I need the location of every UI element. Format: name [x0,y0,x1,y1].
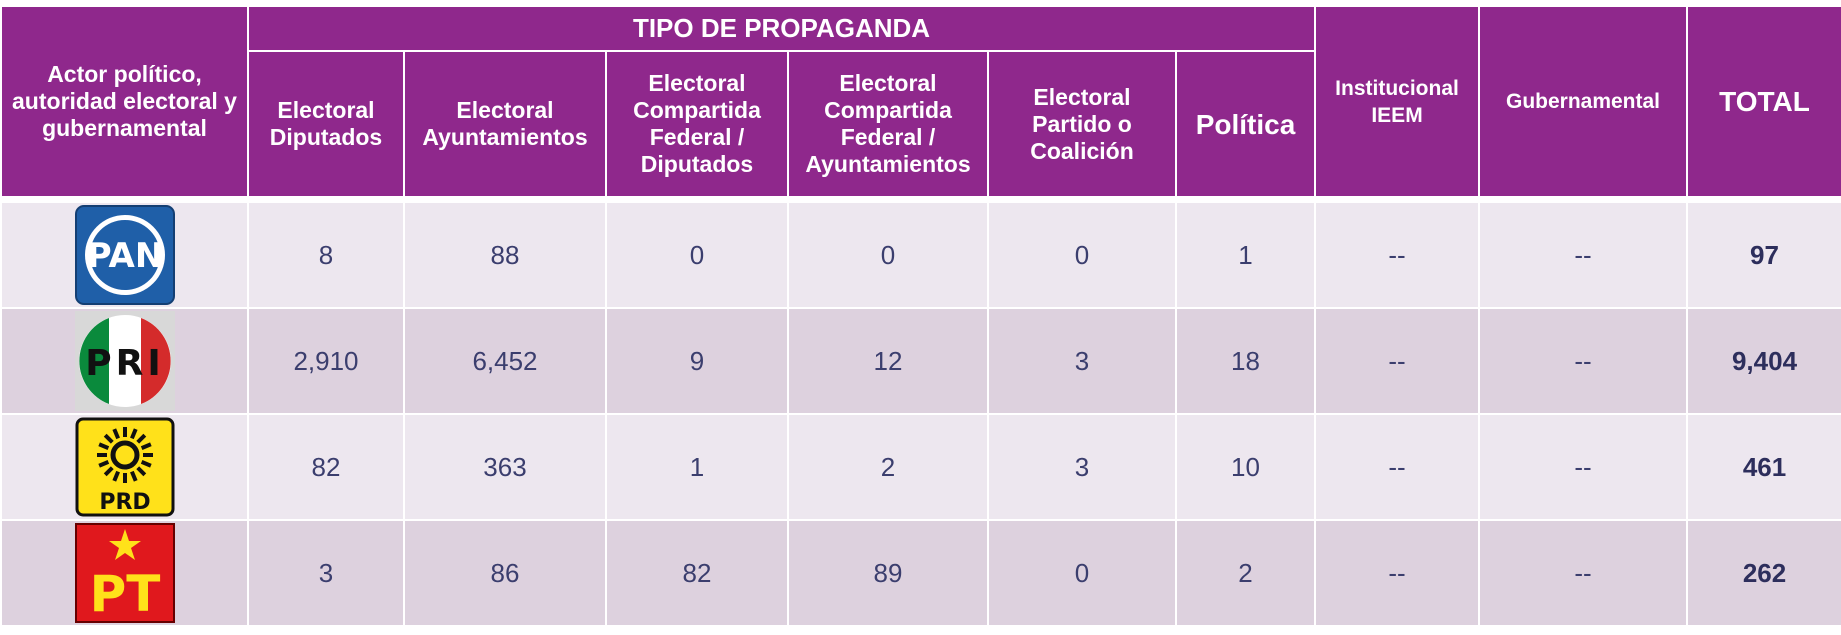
data-row: PRD 82 363 1 2 3 10 -- -- 461 [0,413,1841,521]
logo-ray [103,466,114,477]
logo-cell: PRI [0,307,249,415]
value-cell: -- [1314,519,1481,627]
actor-header: Actor político, autoridad electoral y gu… [0,5,249,198]
value-cell: 2 [1174,519,1317,627]
value-cell: 6,452 [403,307,607,415]
logo-ray [129,428,138,440]
propaganda-table: Actor político, autoridad electoral y gu… [0,5,1841,627]
value-cell: 1 [605,413,789,521]
data-row: PAN 8 88 0 0 0 1 -- -- 97 [0,201,1841,309]
logo-ray [97,460,109,468]
value-cell: 82 [605,519,789,627]
value-cell: 86 [403,519,607,627]
logo-ray [97,442,109,450]
logo-cell: PRD [0,413,249,521]
total-cell: 9,404 [1686,307,1841,415]
logo-ray [140,460,152,468]
total-header: TOTAL [1686,5,1841,198]
value-cell: -- [1478,413,1689,521]
logo-ray [140,442,152,450]
party-logo: PT [74,523,175,623]
total-cell: 262 [1686,519,1841,627]
subheader: Política [1174,50,1317,198]
logo-ray [135,466,146,477]
logo-inner [89,220,160,290]
party-logo: PRI [74,311,175,411]
data-row: PRI 2,910 6,452 9 12 3 18 -- -- 9,404 [0,307,1841,415]
party-logo: PRD [75,417,174,517]
logo-ray [103,433,114,444]
value-cell: 0 [787,201,989,309]
value-cell: 10 [1174,413,1317,521]
subheader: Electoral Ayuntamientos [403,50,607,198]
subheader: Electoral Diputados [247,50,405,198]
logo-star [108,529,141,560]
logo-ray [111,470,120,482]
value-cell: 9 [605,307,789,415]
value-cell: -- [1478,201,1689,309]
logo-text: PAN [86,236,163,276]
value-cell: -- [1314,413,1481,521]
value-cell: 89 [787,519,989,627]
logo-ray [135,433,146,444]
group-header: TIPO DE PROPAGANDA [246,5,1317,52]
value-cell: -- [1314,201,1481,309]
value-cell: 2 [787,413,989,521]
value-cell: 18 [1174,307,1317,415]
gap-row [1,197,1841,202]
gap [1,197,1841,202]
value-cell: -- [1478,519,1689,627]
value-cell: 82 [247,413,405,521]
logo-sun [110,440,139,470]
value-cell: 0 [987,201,1177,309]
logo-cell: PAN [0,201,249,309]
value-cell: -- [1314,307,1481,415]
party-logo: PAN [74,205,175,305]
value-cell: 8 [247,201,405,309]
logo-green [78,318,109,404]
table-body: PAN 8 88 0 0 0 1 -- -- 97 PRI 2,910 6,452 9 12 3 18 -- -- 9… [0,197,1841,627]
value-cell: 3 [247,519,405,627]
data-row: PT 3 86 82 89 0 2 -- -- 262 [0,519,1841,627]
value-cell: 0 [987,519,1177,627]
body: Actor político, autoridad electoral y gu… [0,5,1841,635]
logo-text: PRD [99,490,150,515]
table-head: Actor político, autoridad electoral y gu… [0,5,1841,198]
logo-ray [111,428,120,440]
institucional-header: Institucional IEEM [1314,5,1481,198]
value-cell: 12 [787,307,989,415]
logo-cell: PT [0,519,249,627]
logo-text: PT [89,565,160,623]
subheader: Electoral Compartida Federal / Diputados [605,50,789,198]
logo-red [140,318,171,404]
total-cell: 461 [1686,413,1841,521]
subheader: Electoral Compartida Federal / Ayuntamie… [787,50,989,198]
value-cell: 363 [403,413,607,521]
total-cell: 97 [1686,201,1841,309]
subheader: Electoral Partido o Coalición [987,50,1177,198]
logo-ray [129,470,138,482]
value-cell: 88 [403,201,607,309]
value-cell: 3 [987,413,1177,521]
logo-text: PRI [85,343,165,384]
value-cell: 2,910 [247,307,405,415]
subheader-row: Electoral Diputados Electoral Ayuntamient… [1,50,1841,198]
value-cell: 0 [605,201,789,309]
gubernamental-header: Gubernamental [1478,5,1689,198]
header-row: Actor político, autoridad electoral y gu… [0,5,1841,198]
value-cell: 3 [987,307,1177,415]
value-cell: 1 [1174,201,1317,309]
value-cell: -- [1478,307,1689,415]
